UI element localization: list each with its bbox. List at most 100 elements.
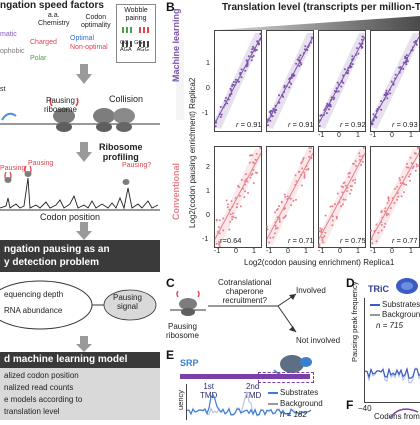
panelA-wobble-box: Wobble pairing [116, 4, 156, 63]
scatter-point [389, 207, 392, 210]
scatter-point [331, 215, 334, 218]
ml-scatter-3 [318, 30, 366, 132]
xtick: -1 [266, 248, 273, 255]
scatter-point [218, 113, 221, 115]
scatter-point [319, 227, 322, 230]
scatter-point [278, 220, 281, 223]
legend-substrates: Substrates [268, 388, 318, 397]
scatter-point [299, 54, 302, 57]
panelA-codon-position: Codon position [40, 212, 101, 222]
legend-substrates: Substrates [370, 300, 420, 309]
scatter-point [386, 201, 389, 204]
scatter-point [352, 57, 355, 60]
xtick: -1 [370, 248, 377, 255]
scatter-point [320, 114, 323, 116]
scatter-point [321, 236, 323, 239]
scatter-point [399, 68, 402, 71]
scatter-point [289, 197, 292, 200]
scatter-point [411, 49, 413, 51]
scatter-point [303, 48, 306, 51]
scatter-point [282, 216, 285, 219]
scatter-point [349, 192, 351, 195]
scatter-point [240, 76, 243, 79]
conv-r-1: r=0.64 [220, 236, 242, 245]
row-label-machine-learning: Machine learning [171, 8, 181, 82]
scatter-point [301, 160, 304, 163]
scatter-point [400, 195, 403, 198]
scatter-point [409, 179, 411, 182]
scatter-point [274, 211, 276, 214]
xtick: 0 [390, 132, 394, 139]
scatter-point [256, 172, 258, 174]
scatter-point [255, 49, 258, 51]
scatter-point [278, 101, 280, 104]
scatter-point [297, 58, 300, 61]
scatter-point [378, 106, 381, 109]
scatter-point [398, 177, 401, 180]
scatter-point [416, 147, 419, 149]
scatter-point [337, 90, 340, 93]
scatter-point [380, 229, 383, 232]
scatter-point [253, 48, 256, 51]
scatter-point [307, 167, 310, 170]
scatter-point [305, 168, 308, 171]
scatter-point [406, 60, 409, 63]
panelB-header: Translation level (transcripts per milli… [222, 2, 420, 13]
translation-level-wedge [218, 16, 420, 30]
scatter-point [222, 106, 225, 109]
scatter-point [283, 91, 286, 93]
scatter-point [356, 47, 358, 50]
scatter-point [226, 102, 229, 105]
scatter-point [390, 80, 393, 83]
scatter-point [222, 229, 225, 232]
scatter-point [318, 125, 321, 127]
scatter-point [383, 98, 386, 101]
scatter-point [320, 229, 322, 232]
scatter-point [229, 87, 232, 90]
scatter-point [237, 184, 240, 187]
scatter-point [387, 197, 390, 200]
scatter-point [286, 195, 289, 198]
scatter-point [336, 192, 339, 195]
scatter-point [300, 63, 303, 66]
scatter-point [322, 241, 325, 244]
panelA-chem-label: a.a. Chemistry [38, 12, 70, 27]
scatter-point [288, 81, 291, 84]
scatter-point [344, 198, 347, 201]
scatter-point [399, 66, 402, 69]
panelC-involved: Involved [296, 286, 326, 295]
bullet-item: e models according to [4, 395, 83, 404]
scatter-point [372, 113, 375, 116]
scatter-point [393, 202, 396, 204]
scatter-point [266, 228, 269, 231]
panelE-ylabel: uency [176, 389, 185, 410]
scatter-point [405, 63, 408, 66]
scatter-point [234, 78, 237, 81]
scatter-point [310, 157, 313, 160]
scatter-point [252, 182, 255, 184]
scatter-point [411, 167, 414, 170]
fit-line [266, 36, 314, 124]
scatter-point [383, 94, 386, 96]
scatter-point [394, 187, 397, 190]
scatter-point [218, 245, 221, 247]
scatter-point [372, 118, 375, 121]
scatter-point [252, 54, 255, 57]
scatter-point [388, 88, 391, 91]
scatter-point [349, 64, 352, 67]
scatter-point [357, 52, 360, 55]
scatter-point [225, 199, 228, 202]
scatter-point [342, 198, 345, 201]
scatter-point [375, 223, 378, 226]
trace-line [186, 393, 312, 416]
scatter-point [335, 217, 338, 220]
scatter-point [252, 169, 255, 171]
tric-chaperone-icon [396, 278, 418, 294]
scatter-point [290, 83, 293, 85]
scatter-point [274, 111, 277, 114]
scatter-point [350, 189, 353, 191]
trace-line [364, 367, 420, 384]
scatter-point [347, 176, 350, 178]
ribosome-profile-trace [0, 165, 160, 211]
scatter-point [375, 116, 378, 119]
